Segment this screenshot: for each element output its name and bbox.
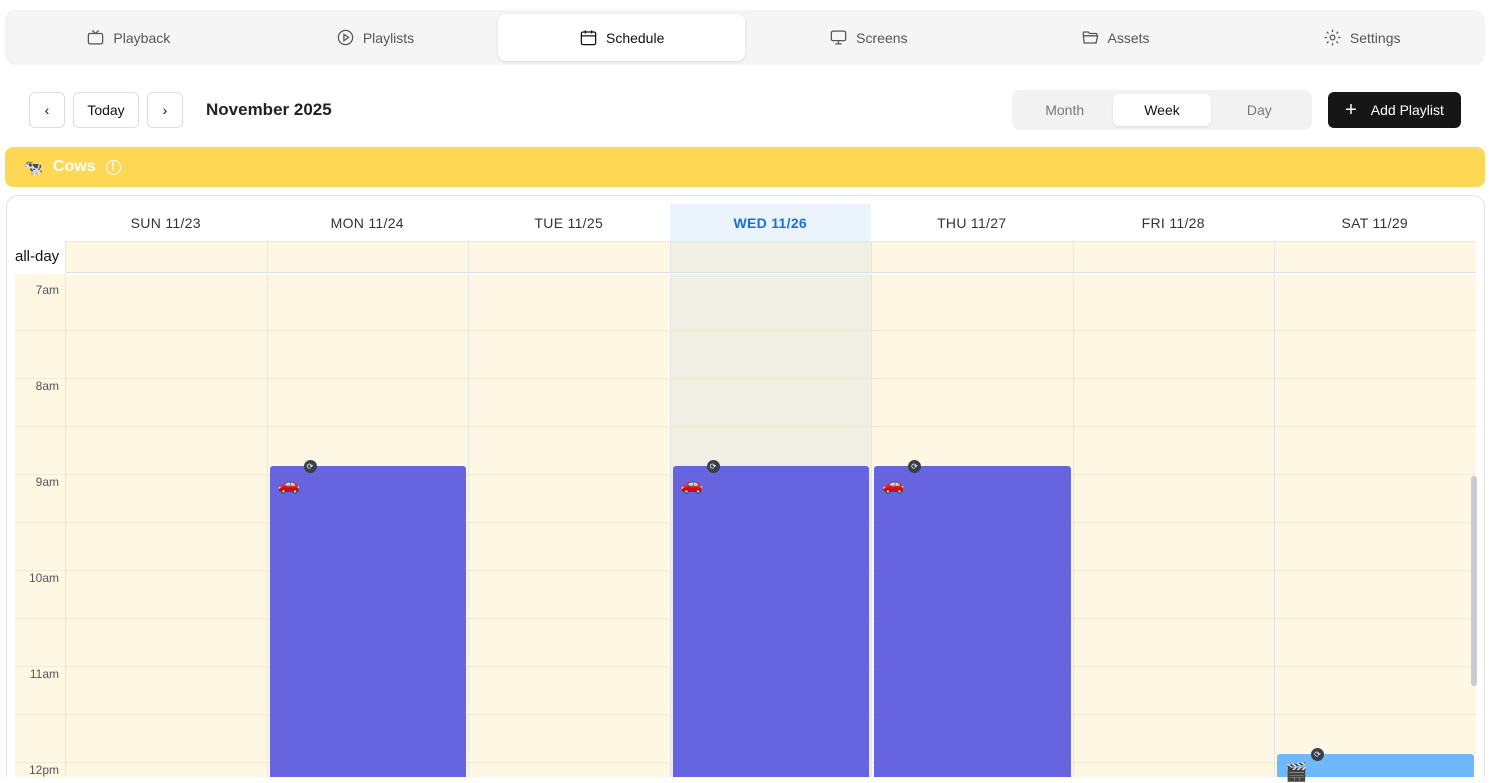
time-label: 8am: [35, 379, 59, 393]
time-label: 10am: [28, 571, 59, 585]
tab-playback[interactable]: Playback: [5, 14, 252, 61]
tab-label: Settings: [1349, 29, 1401, 46]
allday-cell[interactable]: [871, 241, 1073, 273]
tab-schedule[interactable]: Schedule: [498, 14, 746, 61]
play-circle-icon: [337, 29, 354, 46]
day-column[interactable]: [65, 274, 267, 777]
grid-line: [15, 330, 1476, 331]
day-header[interactable]: THU 11/27: [937, 214, 1007, 231]
tab-label: Playlists: [362, 29, 415, 46]
view-month[interactable]: Month: [1045, 102, 1085, 118]
plus-icon: +: [1345, 98, 1357, 121]
time-gutter: [15, 274, 65, 777]
today-button[interactable]: Today: [73, 92, 139, 128]
time-label: 7am: [35, 283, 59, 297]
screen-banner[interactable]: 🐄 Cows i: [5, 147, 1485, 187]
main-tabs: Playback Playlists Schedule Screens Assets Se…: [5, 10, 1485, 65]
gear-icon: [1324, 29, 1341, 46]
folder-icon: [1082, 31, 1098, 44]
event-emoji-icon: 🚗: [680, 474, 703, 495]
grid-line: [15, 426, 1476, 427]
day-header[interactable]: TUE 11/25: [534, 214, 604, 231]
tv-icon: [88, 29, 104, 45]
day-header[interactable]: FRI 11/28: [1141, 214, 1205, 231]
grid-line: [15, 378, 1476, 379]
allday-cell[interactable]: [65, 241, 267, 273]
tab-label: Schedule: [605, 29, 665, 46]
event-emoji-icon: 🚗: [882, 474, 905, 495]
day-header[interactable]: MON 11/24: [330, 214, 404, 231]
time-label: 9am: [35, 475, 59, 489]
monitor-icon: [830, 30, 847, 45]
schedule-event[interactable]: 🎬 ⟳: [1277, 748, 1474, 783]
page-title: November 2025: [206, 100, 332, 119]
info-icon[interactable]: i: [105, 159, 121, 175]
tab-label: Playback: [113, 29, 171, 46]
schedule-event[interactable]: 🚗 ⟳: [269, 460, 466, 777]
tab-label: Screens: [856, 29, 908, 46]
event-emoji-icon: 🎬: [1285, 762, 1308, 783]
repeat-icon: ⟳: [908, 460, 921, 473]
allday-cell[interactable]: [266, 241, 468, 273]
view-week[interactable]: Week: [1113, 94, 1211, 126]
view-switcher: Month Week Day: [1012, 90, 1312, 130]
allday-cell[interactable]: [669, 241, 871, 273]
day-column[interactable]: [1072, 274, 1274, 777]
tab-settings[interactable]: Settings: [1238, 14, 1485, 61]
day-header[interactable]: SUN 11/23: [130, 214, 201, 231]
week-calendar: all-day SUN 11/23 MON 11/24 TUE 11/25 WED 1…: [6, 195, 1485, 783]
calendar-icon: [580, 30, 597, 46]
repeat-icon: ⟳: [1311, 748, 1324, 761]
day-header[interactable]: SAT 11/29: [1341, 214, 1409, 231]
scrollbar[interactable]: [1471, 476, 1477, 686]
day-column[interactable]: [468, 274, 670, 777]
next-week-button[interactable]: ›: [147, 92, 183, 128]
allday-cell[interactable]: [468, 241, 670, 273]
allday-label: all-day: [15, 248, 60, 265]
time-label: 11am: [29, 667, 59, 681]
event-emoji-icon: 🚗: [277, 474, 300, 495]
schedule-event[interactable]: 🚗 ⟳: [672, 460, 869, 777]
view-day[interactable]: Day: [1246, 102, 1272, 118]
tab-screens[interactable]: Screens: [745, 14, 992, 61]
allday-cell[interactable]: [1072, 241, 1274, 273]
cow-icon: 🐄: [23, 157, 43, 177]
repeat-icon: ⟳: [706, 460, 720, 473]
day-column[interactable]: [1274, 274, 1476, 777]
prev-week-button[interactable]: ‹: [29, 92, 65, 128]
repeat-icon: ⟳: [303, 460, 317, 473]
time-label: 12pm: [28, 763, 59, 777]
schedule-event[interactable]: 🚗 ⟳: [874, 460, 1071, 777]
tab-playlists[interactable]: Playlists: [252, 14, 499, 61]
add-playlist-button[interactable]: + Add Playlist: [1328, 92, 1461, 128]
allday-cell[interactable]: [1274, 241, 1476, 273]
banner-label: Cows: [52, 158, 96, 175]
tab-label: Assets: [1107, 29, 1150, 46]
tab-assets[interactable]: Assets: [992, 14, 1239, 61]
day-header[interactable]: WED 11/26: [669, 204, 871, 241]
add-playlist-label: Add Playlist: [1370, 102, 1444, 118]
